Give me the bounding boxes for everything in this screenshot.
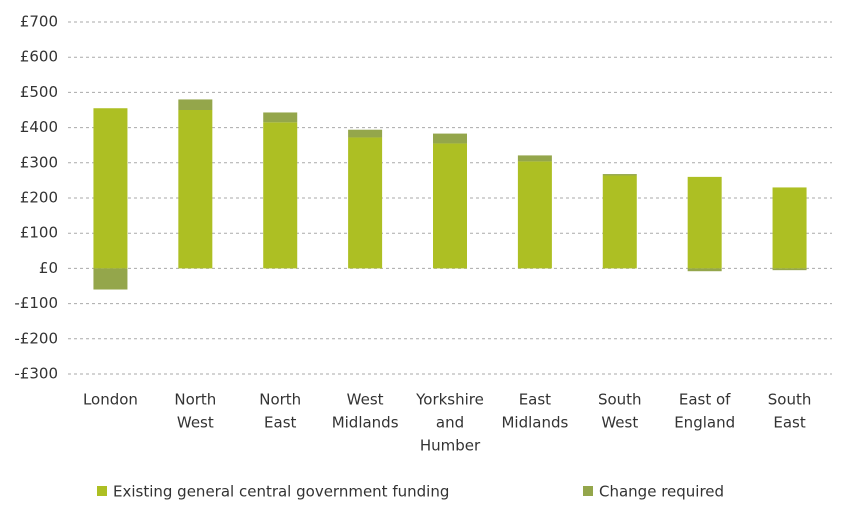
x-tick-label: London bbox=[83, 391, 138, 409]
bar-segment bbox=[348, 137, 383, 269]
x-tick-label: Yorkshire bbox=[415, 391, 484, 409]
legend-swatch bbox=[97, 486, 107, 496]
y-tick-label: £0 bbox=[39, 259, 58, 277]
x-tick-label: East bbox=[519, 391, 551, 409]
bar-segment bbox=[93, 268, 128, 290]
bar-segment bbox=[602, 175, 637, 269]
bar-segment bbox=[93, 108, 128, 269]
x-tick-label: England bbox=[674, 414, 735, 432]
bar-segment bbox=[517, 161, 552, 269]
y-tick-label: £600 bbox=[20, 48, 58, 66]
x-tick-label: West bbox=[177, 414, 214, 432]
y-tick-label: -£300 bbox=[14, 365, 58, 383]
bar-segment bbox=[602, 174, 637, 176]
bar-segment bbox=[178, 110, 213, 269]
bar-segment bbox=[263, 122, 298, 269]
y-tick-label: -£200 bbox=[14, 329, 58, 347]
bar-segment bbox=[687, 176, 722, 269]
bar-segment bbox=[263, 112, 298, 123]
x-tick-label: North bbox=[174, 391, 216, 409]
bar-segment bbox=[687, 268, 722, 272]
bar-segment bbox=[433, 133, 467, 144]
x-tick-label: South bbox=[768, 391, 812, 409]
legend-label: Change required bbox=[599, 483, 724, 501]
y-tick-label: £100 bbox=[20, 224, 58, 242]
x-tick-label: Humber bbox=[420, 437, 481, 455]
y-tick-label: £300 bbox=[20, 153, 58, 171]
x-tick-label: North bbox=[259, 391, 301, 409]
x-tick-label: East bbox=[773, 414, 805, 432]
x-tick-label: South bbox=[598, 391, 642, 409]
legend-swatch bbox=[583, 486, 593, 496]
y-tick-label: £500 bbox=[20, 83, 58, 101]
bar-segment bbox=[772, 187, 807, 269]
y-tick-label: £200 bbox=[20, 189, 58, 207]
bar-segment bbox=[178, 99, 213, 110]
x-tick-label: West bbox=[347, 391, 384, 409]
y-tick-label: -£100 bbox=[14, 294, 58, 312]
x-tick-label: East bbox=[264, 414, 296, 432]
x-tick-label: East of bbox=[679, 391, 731, 409]
bar-segment bbox=[517, 155, 552, 162]
x-tick-label: Midlands bbox=[501, 414, 568, 432]
x-tick-label: Midlands bbox=[332, 414, 399, 432]
x-tick-label: West bbox=[601, 414, 638, 432]
bar-segment bbox=[433, 143, 467, 269]
bar-segment bbox=[772, 268, 807, 271]
bar-segment bbox=[348, 129, 383, 138]
y-tick-label: £700 bbox=[20, 13, 58, 31]
y-tick-label: £400 bbox=[20, 118, 58, 136]
legend-label: Existing general central government fund… bbox=[113, 483, 449, 501]
x-tick-label: and bbox=[436, 414, 464, 432]
